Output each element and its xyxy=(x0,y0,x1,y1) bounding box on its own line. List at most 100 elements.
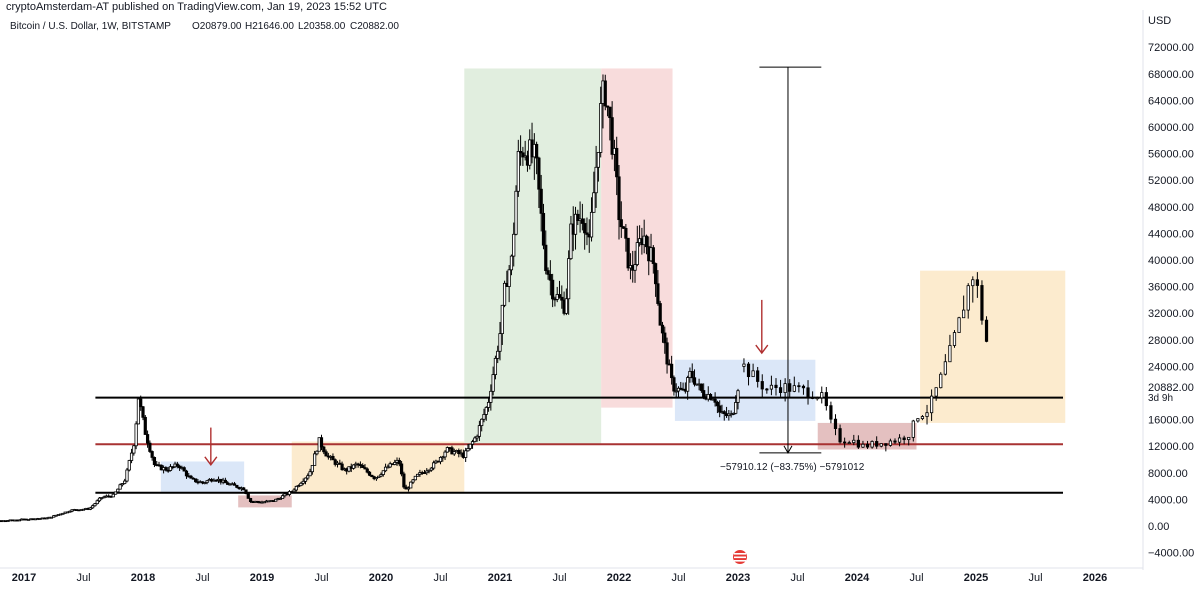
legend-symbol: Bitcoin / U.S. Dollar, 1W, BITSTAMP xyxy=(10,21,171,32)
time-tick-label: 2026 xyxy=(1083,572,1107,584)
candle-body xyxy=(324,451,328,457)
candle-body xyxy=(278,498,282,500)
time-tick-label: 2022 xyxy=(607,572,631,584)
candle-body xyxy=(557,294,562,298)
candle-body xyxy=(175,463,179,467)
candle-body xyxy=(911,420,915,438)
candle-body xyxy=(500,304,504,335)
candle-body xyxy=(548,273,552,281)
candle-body xyxy=(301,480,305,484)
candle-body xyxy=(544,244,548,272)
candle-body xyxy=(512,233,516,257)
candle-body xyxy=(333,459,337,465)
candle-body xyxy=(539,188,543,214)
candle-body xyxy=(383,466,388,472)
candle-body xyxy=(486,401,491,408)
time-tick-label: 2021 xyxy=(488,572,512,584)
candle-body xyxy=(966,285,970,311)
candle-body xyxy=(361,465,365,468)
candle-body xyxy=(509,255,514,271)
candle-body xyxy=(699,383,703,391)
candle-body xyxy=(470,441,475,445)
candle-body xyxy=(466,448,470,452)
candle-body xyxy=(123,480,127,484)
candle-body xyxy=(139,398,143,408)
time-tick-label: 2020 xyxy=(369,572,393,584)
candle-body xyxy=(576,213,580,221)
candle-body xyxy=(93,503,97,507)
candle-body xyxy=(502,282,507,306)
time-tick-label: Jul xyxy=(195,572,209,584)
candle-body xyxy=(722,411,726,415)
candle-body xyxy=(865,443,870,448)
candle-body xyxy=(306,475,310,479)
candle-body xyxy=(143,416,147,435)
candle-body xyxy=(852,439,856,443)
price-tick-label: 16000.00 xyxy=(1148,415,1194,427)
candle-body xyxy=(713,398,717,403)
candle-body xyxy=(605,105,610,108)
green-zone-2021 xyxy=(464,68,602,445)
candle-body xyxy=(244,489,248,494)
measure-label: −57910.12 (−83.75%) −5791012 xyxy=(720,462,865,473)
candle-body xyxy=(971,279,975,287)
candle-body xyxy=(783,383,787,393)
candle-body xyxy=(406,487,411,490)
price-tick-label: 28000.00 xyxy=(1148,335,1194,347)
candle-body xyxy=(660,324,665,334)
candle-body xyxy=(292,489,296,493)
candle-body xyxy=(888,440,893,446)
price-tick-label: 36000.00 xyxy=(1148,282,1194,294)
candle-body xyxy=(594,166,598,194)
candle-body xyxy=(656,283,660,304)
candle-body xyxy=(127,460,131,471)
candle-body xyxy=(514,190,518,235)
candle-body xyxy=(223,479,227,484)
candle-body xyxy=(856,439,860,448)
candle-body xyxy=(441,456,445,459)
time-tick-label: Jul xyxy=(1028,572,1042,584)
candle-body xyxy=(939,373,943,389)
candle-body xyxy=(833,418,838,429)
time-tick-label: 2019 xyxy=(250,572,274,584)
candle-body xyxy=(178,465,182,469)
candle-body xyxy=(760,381,764,390)
candle-body xyxy=(450,447,454,455)
time-tick-label: Jul xyxy=(314,572,328,584)
time-tick-label: 2017 xyxy=(12,572,36,584)
candle-body xyxy=(957,317,961,333)
candle-body xyxy=(806,387,810,398)
candle-body xyxy=(205,480,209,483)
annotations-layer xyxy=(204,66,822,466)
orange-zone-2025 xyxy=(920,270,1066,423)
candle-body xyxy=(429,467,433,471)
candle-body xyxy=(235,484,239,488)
candle-body xyxy=(674,390,678,393)
candle-body xyxy=(626,237,630,269)
candle-body xyxy=(95,500,99,505)
candle-body xyxy=(943,361,947,375)
time-tick-label: Jul xyxy=(433,572,447,584)
candle-body xyxy=(585,232,589,235)
candle-body xyxy=(132,445,136,454)
candle-body xyxy=(617,176,621,221)
price-tick-label: 4000.00 xyxy=(1148,494,1188,506)
candle-body xyxy=(457,450,461,455)
candle-body xyxy=(815,397,819,400)
candle-body xyxy=(393,462,397,465)
candle-body xyxy=(168,466,173,471)
price-tick-label: 56000.00 xyxy=(1148,149,1194,161)
price-tick-label: −4000.00 xyxy=(1148,548,1194,560)
time-tick-label: Jul xyxy=(909,572,923,584)
publisher-header: cryptoAmsterdam-AT published on TradingV… xyxy=(6,1,387,13)
flag-icon[interactable] xyxy=(733,550,747,564)
candle-body xyxy=(480,418,484,427)
candle-body xyxy=(91,505,95,509)
candle-body xyxy=(633,264,637,271)
legend-close: C20882.00 xyxy=(350,21,399,32)
candle-body xyxy=(608,106,612,119)
candle-body xyxy=(516,150,520,192)
candle-body xyxy=(136,398,141,425)
candle-body xyxy=(129,452,134,461)
